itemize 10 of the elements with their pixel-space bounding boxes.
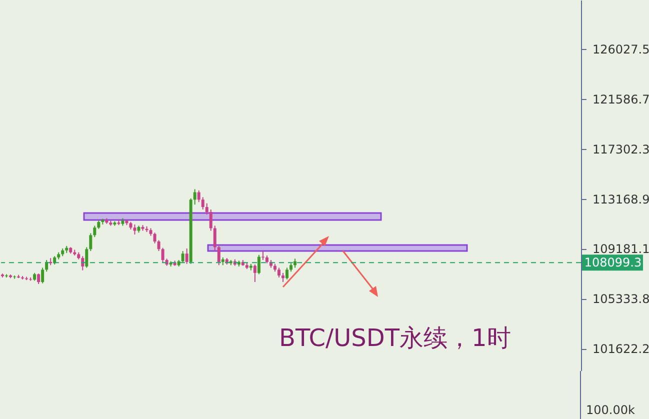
y-tick-label: 101622.2 <box>592 342 649 356</box>
y-tick-label: 117302.3 <box>592 142 649 156</box>
y-tick-label: 121586.7 <box>592 92 649 106</box>
y-tick-label: 109181.1 <box>592 242 649 256</box>
y-tick-label: 105333.8 <box>592 292 649 306</box>
annotation: BTC/USDT永续，1时 <box>279 323 511 354</box>
ref-line-label: 108099.3 <box>584 256 642 270</box>
y-tick-label: 126027.5 <box>592 42 649 56</box>
y-tick-label: 113168.9 <box>592 192 649 206</box>
text: 100.00k <box>586 403 635 417</box>
